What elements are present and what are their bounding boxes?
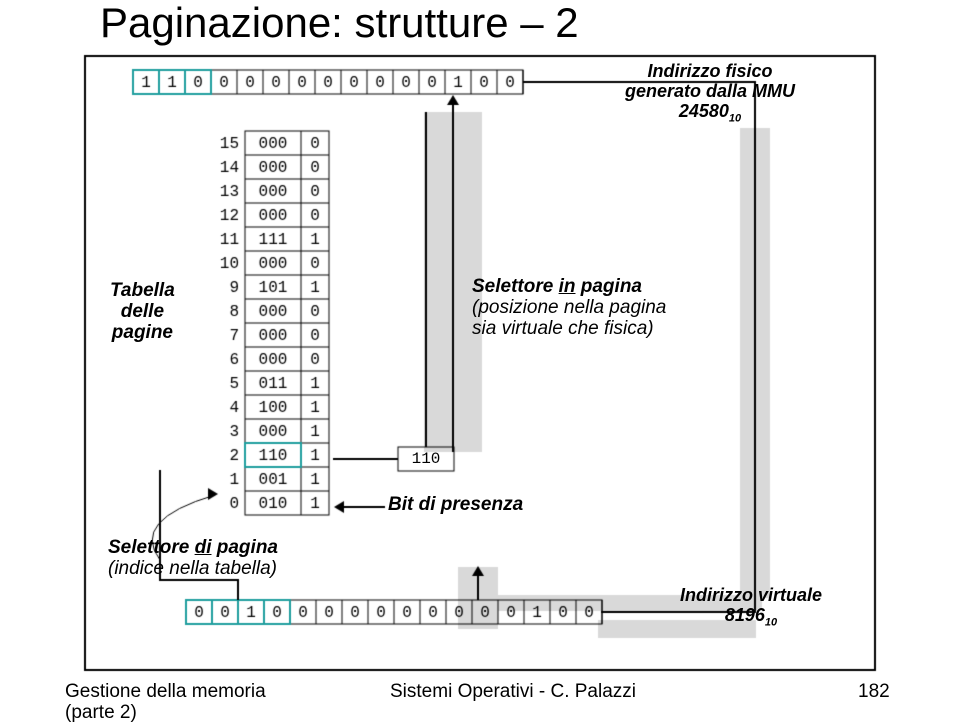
bit-di-presenza-label: Bit di presenza — [388, 495, 523, 516]
selettore-di-pagina-label: Selettore di pagina(indice nella tabella… — [108, 538, 278, 580]
footer-right: 182 — [858, 681, 890, 721]
page-table-label: Tabelladellepagine — [110, 281, 175, 344]
virt-addr-label: Indirizzo virtuale819610 — [680, 586, 822, 628]
frame-110-box: 110 — [398, 447, 454, 471]
footer-left-2: (parte 2) — [65, 702, 137, 721]
phys-addr-label: Indirizzo fisicogenerato dalla MMU245801… — [625, 62, 795, 124]
slide-title: Paginazione: strutture – 2 — [100, 0, 579, 46]
footer-center: Sistemi Operativi - C. Palazzi — [390, 681, 636, 721]
selettore-in-pagina-label: Selettore in pagina(posizione nella pagi… — [472, 277, 666, 340]
